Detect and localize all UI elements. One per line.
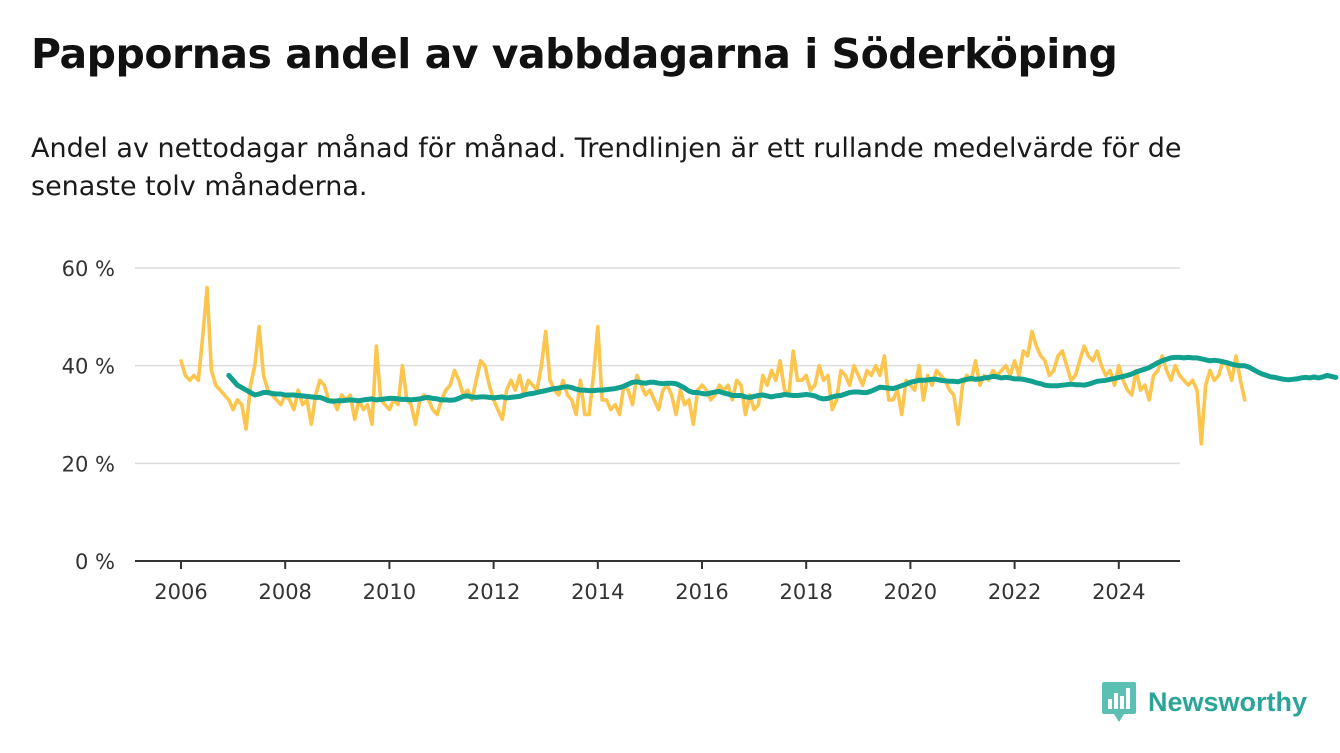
series-line-trend — [226, 354, 1339, 404]
y-tick-label: 20 % — [62, 452, 115, 476]
x-tick-label: 2006 — [154, 580, 207, 604]
y-tick-label: 0 % — [75, 550, 115, 574]
series-lines — [179, 285, 1339, 446]
newsworthy-logo[interactable]: Newsworthy — [1102, 682, 1307, 722]
y-tick-label: 40 % — [62, 355, 115, 379]
x-tick-label: 2022 — [988, 580, 1041, 604]
x-tick-label: 2024 — [1092, 580, 1145, 604]
x-tick-label: 2020 — [884, 580, 937, 604]
x-tick-label: 2018 — [779, 580, 832, 604]
chart-title: Pappornas andel av vabbdagarna i Söderkö… — [31, 30, 1118, 78]
gridlines: 0 % 20 % 40 % 60 % — [62, 257, 1180, 574]
x-axis: 2006 2008 2010 2012 2014 2016 2018 2020 2022 2024 — [135, 560, 1180, 604]
newsworthy-logo-icon — [1102, 682, 1136, 722]
x-tick-label: 2014 — [571, 580, 624, 604]
y-tick-label: 60 % — [62, 257, 115, 281]
x-tick-label: 2012 — [467, 580, 520, 604]
x-tick-label: 2010 — [363, 580, 416, 604]
brand-name: Newsworthy — [1148, 686, 1308, 717]
x-tick-label: 2008 — [258, 580, 311, 604]
x-tick-label: 2016 — [675, 580, 728, 604]
chart-subtitle: Andel av nettodagar månad för månad. Tre… — [31, 133, 1182, 202]
